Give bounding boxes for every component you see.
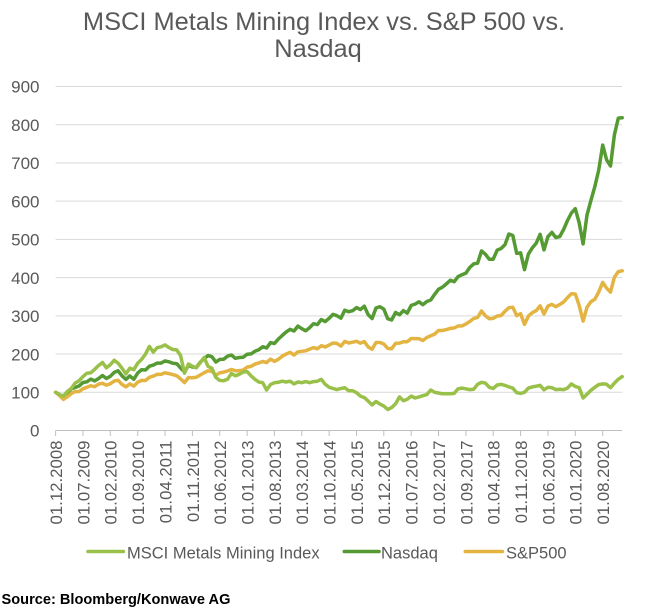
svg-text:300: 300: [11, 307, 39, 326]
svg-text:01.01.2020: 01.01.2020: [567, 441, 586, 525]
svg-text:01.02.2017: 01.02.2017: [430, 441, 449, 525]
svg-text:900: 900: [11, 78, 39, 97]
svg-text:01.12.2015: 01.12.2015: [375, 441, 394, 525]
svg-text:01.03.2014: 01.03.2014: [293, 441, 312, 525]
svg-text:01.11.2011: 01.11.2011: [184, 441, 203, 523]
svg-text:01.04.2018: 01.04.2018: [485, 441, 504, 525]
svg-text:01.07.2009: 01.07.2009: [74, 441, 93, 525]
svg-text:01.06.2012: 01.06.2012: [211, 441, 230, 525]
svg-text:01.08.2020: 01.08.2020: [594, 441, 613, 525]
svg-text:01.12.2008: 01.12.2008: [47, 441, 66, 525]
svg-text:01.11.2018: 01.11.2018: [512, 441, 531, 524]
svg-text:01.02.2010: 01.02.2010: [102, 441, 121, 525]
svg-text:Nasdaq: Nasdaq: [274, 35, 362, 63]
svg-text:01.09.2010: 01.09.2010: [129, 441, 148, 525]
svg-text:S&P500: S&P500: [506, 545, 567, 563]
svg-text:01.04.2011: 01.04.2011: [156, 441, 175, 524]
svg-text:400: 400: [11, 269, 39, 288]
svg-text:0: 0: [30, 422, 39, 441]
svg-text:01.08.2013: 01.08.2013: [266, 441, 285, 525]
svg-text:01.10.2014: 01.10.2014: [321, 441, 340, 525]
svg-text:Source: Bloomberg/Konwave AG: Source: Bloomberg/Konwave AG: [2, 592, 231, 608]
svg-text:500: 500: [11, 231, 39, 250]
svg-text:100: 100: [11, 384, 39, 403]
svg-text:01.06.2019: 01.06.2019: [539, 441, 558, 525]
svg-text:01.05.2015: 01.05.2015: [348, 441, 367, 525]
svg-text:01.07.2016: 01.07.2016: [403, 441, 422, 525]
svg-text:MSCI Metals Mining Index vs. S: MSCI Metals Mining Index vs. S&P 500 vs.: [83, 8, 565, 36]
svg-text:Nasdaq: Nasdaq: [381, 545, 438, 563]
svg-text:01.09.2017: 01.09.2017: [457, 441, 476, 525]
svg-text:MSCI Metals Mining Index: MSCI Metals Mining Index: [127, 545, 320, 563]
svg-text:01.01.2013: 01.01.2013: [239, 441, 258, 525]
svg-text:600: 600: [11, 192, 39, 211]
svg-text:200: 200: [11, 345, 39, 364]
svg-text:800: 800: [11, 116, 39, 135]
svg-text:700: 700: [11, 154, 39, 173]
